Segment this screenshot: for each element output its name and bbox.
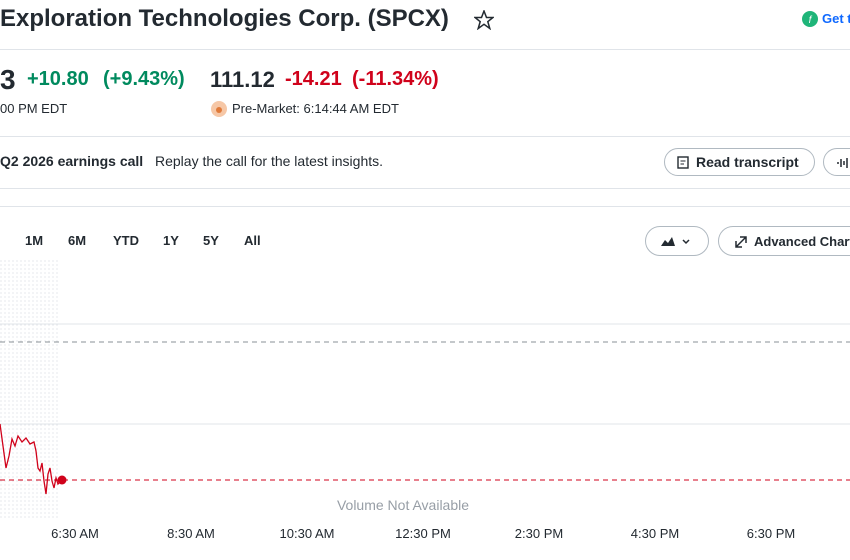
app-icon: f [802, 11, 818, 27]
last-price-dot [57, 475, 67, 485]
audio-icon [837, 158, 848, 168]
divider [0, 206, 850, 207]
svg-text:f: f [809, 15, 813, 26]
x-tick-label: 8:30 AM [167, 526, 215, 541]
x-tick-label: 12:30 PM [395, 526, 451, 541]
price-chart: Volume Not Available 6:30 AM 8:30 AM 10:30… [0, 258, 850, 541]
close-time: 00 PM EDT [0, 101, 68, 116]
advanced-chart-label: Advanced Chart [754, 234, 850, 249]
doc-icon [677, 156, 689, 169]
expand-icon [735, 236, 747, 248]
listen-button[interactable] [823, 148, 850, 176]
range-tab[interactable]: YTD [113, 233, 139, 248]
read-transcript-label: Read transcript [696, 154, 799, 170]
pre-change-pct: (-11.34%) [352, 68, 439, 90]
divider [0, 136, 850, 137]
x-tick-label: 10:30 AM [280, 526, 335, 541]
get-app[interactable]: Get t [822, 11, 850, 26]
pre-time: Pre-Market: 6:14:44 AM EDT [232, 101, 399, 116]
advanced-chart[interactable]: Advanced Chart [718, 226, 850, 256]
x-tick-label: 2:30 PM [515, 526, 563, 541]
chart-type[interactable] [645, 226, 709, 256]
pre-change: -14.21 [285, 68, 342, 90]
x-tick-label: 6:30 AM [51, 526, 99, 541]
banner-title: Q2 2026 earnings call [0, 153, 144, 169]
divider [0, 188, 850, 189]
price-line [0, 423, 63, 495]
range-tab[interactable]: 5Y [203, 233, 219, 248]
chart-type-icon [661, 237, 690, 246]
watch-star[interactable] [474, 10, 494, 30]
divider [0, 49, 850, 50]
change-pct: (+9.43%) [103, 68, 185, 90]
sun-icon [211, 101, 227, 117]
range-tab[interactable]: All [244, 233, 261, 248]
range-tab[interactable]: 6M [68, 233, 87, 248]
title: Exploration Technologies Corp. (SPCX) [0, 5, 449, 32]
range-tab[interactable]: 1M [25, 233, 44, 248]
range-tab[interactable]: 1Y [163, 233, 179, 248]
read-transcript[interactable]: Read transcript [664, 148, 815, 176]
x-tick-label: 6:30 PM [747, 526, 795, 541]
change: +10.80 [27, 68, 89, 90]
pre-price: 111.12 [210, 67, 275, 92]
x-tick-label: 4:30 PM [631, 526, 679, 541]
price: 3 [0, 64, 16, 95]
volume-note: Volume Not Available [337, 497, 469, 513]
banner-text: Replay the call for the latest insights. [155, 153, 384, 169]
premarket-shade [0, 258, 60, 520]
